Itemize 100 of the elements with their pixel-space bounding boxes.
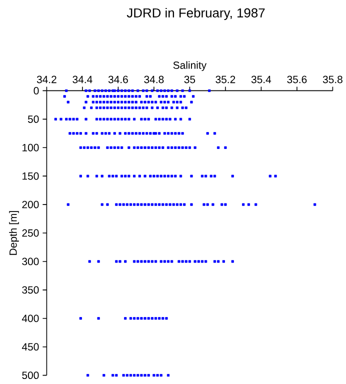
point [120, 118, 124, 120]
point [150, 146, 154, 149]
point [176, 89, 178, 92]
point [170, 89, 174, 92]
point [76, 118, 78, 120]
point [174, 118, 177, 120]
point [147, 146, 150, 149]
point [120, 89, 124, 92]
point [100, 174, 104, 178]
point [206, 132, 209, 135]
point [131, 95, 134, 98]
point [144, 146, 146, 149]
point [142, 132, 145, 135]
point [174, 95, 177, 98]
point [136, 260, 140, 263]
point [132, 118, 136, 120]
point [138, 95, 141, 98]
point [126, 374, 128, 377]
point [210, 174, 212, 178]
point [65, 89, 68, 92]
y-tick-label: 400 [22, 314, 39, 322]
point [115, 203, 118, 206]
point [147, 317, 150, 320]
point [92, 132, 94, 135]
point [140, 118, 143, 120]
point [99, 95, 102, 98]
point [162, 317, 164, 320]
point [170, 260, 174, 263]
point [166, 146, 170, 149]
point [194, 146, 196, 149]
point [97, 89, 100, 92]
point [118, 260, 122, 263]
point [194, 260, 196, 263]
point [168, 203, 172, 206]
point [136, 146, 140, 149]
x-tick-label: 34.8 [144, 76, 164, 84]
point [110, 106, 112, 110]
point [165, 95, 168, 98]
point [150, 89, 154, 92]
point [213, 260, 216, 263]
point [231, 260, 234, 263]
point [156, 374, 159, 377]
point [66, 100, 70, 104]
point [90, 106, 93, 110]
point [158, 132, 161, 135]
point [100, 132, 104, 135]
point [106, 146, 109, 149]
point [95, 95, 98, 98]
point [106, 203, 109, 206]
point [165, 106, 168, 110]
point [124, 100, 127, 104]
point [154, 203, 158, 206]
point [128, 146, 130, 149]
point [150, 203, 154, 206]
point [220, 203, 224, 206]
point [179, 95, 182, 98]
point [178, 146, 180, 149]
point [149, 174, 152, 178]
point [102, 95, 106, 98]
point [154, 132, 158, 135]
point [131, 89, 134, 92]
point [120, 174, 124, 178]
point [144, 118, 146, 120]
y-tick-label: 350 [22, 286, 39, 294]
point [224, 146, 227, 149]
point [86, 374, 90, 377]
point [144, 203, 146, 206]
point [222, 260, 225, 263]
point [163, 132, 166, 135]
point [108, 89, 111, 92]
point [179, 118, 182, 120]
point [146, 106, 148, 110]
point [156, 89, 159, 92]
point [113, 118, 116, 120]
point [122, 374, 125, 377]
point [176, 106, 178, 110]
point [120, 100, 124, 104]
point [136, 374, 140, 377]
point [204, 260, 208, 263]
point [113, 106, 116, 110]
point [154, 317, 158, 320]
point [116, 95, 120, 98]
x-tick-label: 35.8 [322, 76, 342, 84]
point [188, 146, 191, 149]
y-tick-label: 200 [22, 200, 39, 208]
point [172, 203, 175, 206]
point [147, 374, 150, 377]
x-tick-label: 35.6 [287, 76, 307, 84]
point [97, 146, 100, 149]
point [154, 100, 158, 104]
point [147, 118, 150, 120]
point [165, 118, 168, 120]
point [94, 146, 96, 149]
point [166, 100, 170, 104]
point [113, 95, 116, 98]
point [128, 100, 130, 104]
point [116, 89, 120, 92]
point [147, 260, 150, 263]
point [150, 317, 154, 320]
point [314, 203, 316, 206]
